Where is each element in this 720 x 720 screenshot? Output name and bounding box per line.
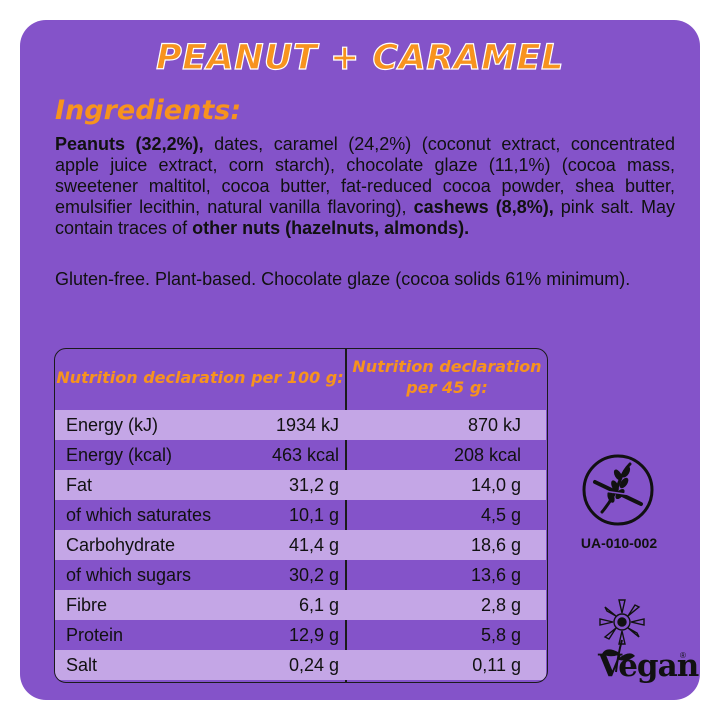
value-per-45g: 0,11 g [472, 655, 521, 675]
nutrient-label: Protein [66, 625, 124, 645]
value-per-45g: 870 kJ [467, 415, 521, 435]
vegan-sunflower-icon [599, 599, 645, 673]
header-per-45g: Nutrition declaration per 45 g: [352, 357, 542, 397]
table-row: Carbohydrate 41,4 g 18,6 g [55, 530, 546, 560]
registered-mark: ® [680, 651, 686, 660]
value-per-100g: 10,1 g [288, 505, 339, 525]
ingredients-heading: Ingredients: [55, 95, 242, 126]
table-row: Energy (kcal) 463 kcal 208 kcal [55, 440, 546, 470]
table-row: of which sugars 30,2 g 13,6 g [55, 560, 546, 590]
nutrient-label: Fat [66, 475, 93, 495]
nutrient-label: Salt [66, 655, 98, 675]
label-card [20, 20, 700, 700]
value-per-100g: 6,1 g [298, 595, 339, 615]
nutrient-label: of which saturates [66, 505, 212, 525]
column-divider [345, 349, 347, 682]
crossed-grain-icon [582, 454, 654, 526]
nutrient-label: Energy (kJ) [66, 415, 159, 435]
header-per-100g: Nutrition declaration per 100 g: [56, 367, 344, 387]
value-per-100g: 0,24 g [288, 655, 339, 675]
table-row: Fat 31,2 g 14,0 g [55, 470, 546, 500]
value-per-45g: 4,5 g [480, 505, 521, 525]
table-row: Protein 12,9 g 5,8 g [55, 620, 546, 650]
ingredient-cashews: cashews (8,8%), [413, 197, 554, 217]
table-row: Energy (kJ) 1934 kJ 870 kJ [55, 410, 546, 440]
value-per-100g: 31,2 g [288, 475, 339, 495]
value-per-45g: 5,8 g [480, 625, 521, 645]
value-per-100g: 41,4 g [288, 535, 339, 555]
ingredients-text: Peanuts (32,2%), dates, caramel (24,2%) … [55, 134, 675, 239]
value-per-45g: 18,6 g [470, 535, 521, 555]
nutrient-label: Fibre [66, 595, 108, 615]
nutrient-label: Energy (kcal) [66, 445, 173, 465]
dietary-info: Gluten-free. Plant-based. Chocolate glaz… [55, 269, 631, 289]
product-title: PEANUT + CARAMEL [155, 37, 564, 78]
gluten-free-code: UA-010-002 [580, 535, 658, 551]
value-per-100g: 12,9 g [288, 625, 339, 645]
nutrient-label: of which sugars [66, 565, 192, 585]
value-per-45g: 14,0 g [470, 475, 521, 495]
allergen-other-nuts: other nuts (hazelnuts, almonds). [192, 218, 470, 238]
value-per-100g: 30,2 g [288, 565, 339, 585]
table-row: of which saturates 10,1 g 4,5 g [55, 500, 546, 530]
ingredient-list-part: dates, caramel (24,2%) (coconut extract,… [55, 134, 675, 217]
ingredient-peanuts: Peanuts (32,2%), [55, 134, 204, 154]
value-per-100g: 463 kcal [271, 445, 339, 465]
nutrition-table: Nutrition declaration per 100 g: Nutriti… [54, 348, 548, 683]
value-per-45g: 208 kcal [453, 445, 521, 465]
table-row: Salt 0,24 g 0,11 g [55, 650, 546, 680]
vegan-wordmark: Vegan [598, 648, 699, 684]
value-per-45g: 2,8 g [480, 595, 521, 615]
value-per-100g: 1934 kJ [275, 415, 339, 435]
value-per-45g: 13,6 g [470, 565, 521, 585]
nutrient-label: Carbohydrate [66, 535, 176, 555]
ingredient-list-part: pink salt. May contain traces of [55, 197, 675, 238]
table-row: Fibre 6,1 g 2,8 g [55, 590, 546, 620]
